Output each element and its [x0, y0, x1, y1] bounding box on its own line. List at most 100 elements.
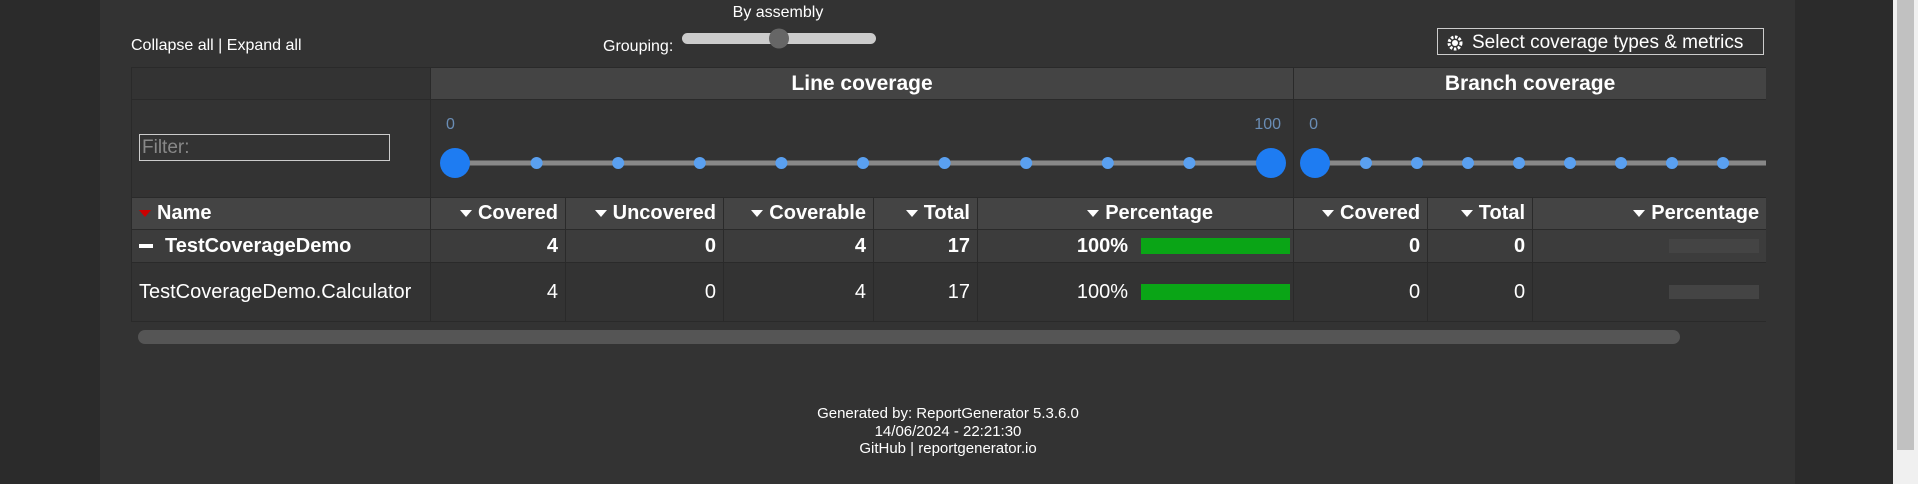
- class-name[interactable]: TestCoverageDemo.Calculator: [139, 281, 412, 303]
- slider-step: [1411, 157, 1424, 169]
- slider-max: 100: [1254, 116, 1282, 133]
- coverage-bar-empty: [1669, 239, 1760, 254]
- grouping-value: By assembly: [732, 4, 824, 21]
- grouping-label: Grouping:: [603, 38, 674, 55]
- percentage-cell: [1532, 229, 1766, 263]
- table-row: TestCoverageDemo 4 0 4 17 100% 0 0: [131, 229, 1766, 263]
- slider-step: [1020, 157, 1033, 169]
- slider-step: [1666, 157, 1679, 169]
- value-cell: 4: [723, 229, 874, 263]
- slider-knob: [1300, 148, 1331, 178]
- expand-all[interactable]: Expand all: [226, 37, 302, 54]
- value-cell: 17: [873, 229, 978, 263]
- column-header[interactable]: Covered: [430, 197, 566, 230]
- sort-icon: [751, 210, 764, 218]
- slider-step: [1717, 157, 1730, 169]
- value-cell: 17: [873, 262, 978, 322]
- site-link[interactable]: reportgenerator.io: [918, 440, 1037, 457]
- name-cell: TestCoverageDemo: [131, 229, 431, 263]
- footer-generated: Generated by: ReportGenerator 5.3.6.0: [817, 405, 1079, 422]
- column-label[interactable]: Name: [157, 202, 212, 224]
- slider-step: [1462, 157, 1475, 169]
- column-label[interactable]: Percentage: [1651, 202, 1760, 224]
- slider-step: [775, 157, 788, 169]
- sort-icon: [459, 210, 472, 218]
- slider-step: [857, 157, 869, 169]
- grouping-slider[interactable]: [680, 26, 880, 50]
- slider-min: 0: [1309, 116, 1318, 133]
- column-header[interactable]: Total: [1427, 197, 1534, 230]
- assembly-name[interactable]: TestCoverageDemo: [165, 234, 352, 257]
- column-header[interactable]: Covered: [1293, 197, 1429, 230]
- value-cell: 4: [723, 262, 874, 322]
- value-cell: 4: [430, 262, 566, 322]
- branch-slider[interactable]: [1294, 146, 1766, 186]
- sort-icon: [1633, 210, 1646, 218]
- sort-icon: [905, 210, 918, 218]
- percentage-text: 100%: [1076, 234, 1128, 257]
- table-row: TestCoverageDemo.Calculator 4 0 4 17 100% 0 0: [131, 262, 1766, 322]
- value-cell: 0: [565, 229, 724, 263]
- slider-step: [938, 157, 951, 169]
- scroll-thumb[interactable]: [1897, 0, 1914, 450]
- coverage-bar: [1141, 238, 1290, 255]
- slider-step: [1101, 157, 1114, 169]
- slider-step: [1183, 157, 1196, 169]
- sort-icon: [1460, 210, 1473, 218]
- slider-step: [612, 157, 625, 169]
- column-header[interactable]: Total: [873, 197, 978, 230]
- coverage-bar-empty: [1669, 285, 1760, 300]
- column-label[interactable]: Total: [1478, 202, 1526, 224]
- value-cell: 0: [1293, 262, 1429, 322]
- value-cell: 0: [1427, 262, 1534, 322]
- column-label[interactable]: Total: [923, 202, 970, 224]
- metrics-button[interactable]: Select coverage types & metrics: [1437, 28, 1764, 55]
- column-label[interactable]: Covered: [1340, 202, 1421, 224]
- slider-step: [1564, 157, 1577, 169]
- slider-step: [1360, 157, 1373, 169]
- value-cell: 0: [1427, 229, 1534, 263]
- collapse-icon: [139, 244, 153, 249]
- line-slider[interactable]: [431, 146, 1294, 186]
- column-header[interactable]: Uncovered: [565, 197, 724, 230]
- separator: |: [910, 440, 915, 457]
- slider-step: [1513, 157, 1526, 169]
- column-label[interactable]: Uncovered: [612, 202, 716, 224]
- filter-input[interactable]: [139, 134, 390, 161]
- value-cell: 0: [565, 262, 724, 322]
- column-label[interactable]: Covered: [477, 202, 558, 224]
- value-cell: 4: [430, 229, 566, 263]
- slider-min: 0: [446, 116, 455, 133]
- github-link[interactable]: GitHub: [859, 440, 906, 457]
- slider-knob: [440, 148, 470, 178]
- name-cell: TestCoverageDemo.Calculator: [131, 262, 431, 322]
- sort-icon: [594, 210, 607, 218]
- collapse-all[interactable]: Collapse all: [131, 37, 214, 54]
- separator: |: [218, 37, 223, 54]
- column-label[interactable]: Percentage: [1105, 202, 1214, 224]
- column-header[interactable]: Percentage: [976, 197, 1295, 230]
- percentage-cell: 100%: [976, 262, 1295, 322]
- slider-step: [530, 157, 543, 169]
- column-header[interactable]: Name: [131, 197, 431, 230]
- percentage-cell: [1532, 262, 1766, 322]
- group-header: Line coverage: [429, 67, 1295, 100]
- slider-step: [693, 157, 706, 169]
- horizontal-scrollbar[interactable]: [138, 330, 1680, 344]
- sort-icon: [139, 210, 151, 218]
- column-header[interactable]: Coverable: [723, 197, 874, 230]
- sort-icon: [1087, 210, 1100, 218]
- percentage-text: 100%: [1076, 280, 1128, 303]
- tree-controls: Collapse all | Expand all: [131, 37, 302, 55]
- footer-links: GitHub | reportgenerator.io: [0, 440, 1896, 457]
- value-cell: 0: [1293, 229, 1429, 263]
- slider-step: [1615, 157, 1628, 169]
- slider-knob: [1256, 148, 1286, 178]
- column-header[interactable]: Percentage: [1532, 197, 1766, 230]
- sort-icon: [1322, 210, 1335, 218]
- column-label[interactable]: Coverable: [769, 202, 866, 224]
- percentage-cell: 100%: [976, 229, 1295, 263]
- coverage-bar: [1141, 284, 1290, 301]
